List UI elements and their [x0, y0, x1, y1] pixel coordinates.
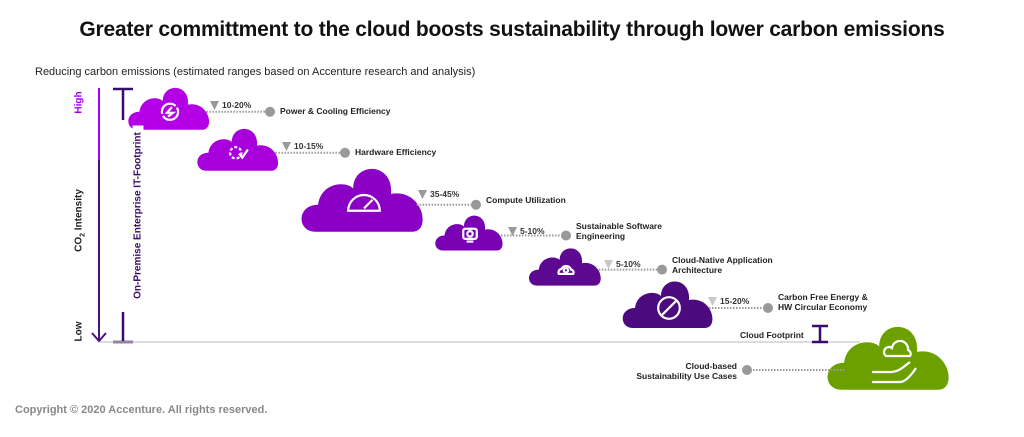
step-label-line: Carbon Free Energy &: [778, 292, 868, 302]
step-4: [435, 215, 571, 251]
footprint-bracket: [113, 87, 133, 344]
step-label-line: Hardware Efficiency: [355, 147, 437, 157]
decrease-triangle-icon: [210, 101, 219, 110]
co2-sub: 2: [79, 233, 87, 237]
decrease-triangle-icon: [418, 190, 427, 199]
step-label-line: Power & Cooling Efficiency: [280, 106, 391, 116]
monitor-gear-icon: [462, 227, 478, 243]
step-label-line: Cloud-Native Application: [672, 255, 773, 265]
step-5: [528, 248, 667, 286]
axis-low-label: Low: [73, 321, 85, 342]
decrease-triangle-icon: [508, 227, 517, 236]
step-percent: 35-45%: [430, 189, 460, 199]
step-label-line: HW Circular Economy: [778, 302, 868, 312]
subtitle: Reducing carbon emissions (estimated ran…: [35, 66, 476, 78]
step-percent: 10-15%: [294, 141, 324, 151]
co2-prefix: CO: [73, 236, 85, 252]
step-percent: 5-10%: [520, 226, 545, 236]
step-percent: 15-20%: [720, 296, 750, 306]
step-label: Hardware Efficiency: [355, 147, 436, 157]
cloud-footprint-bracket: [812, 324, 828, 344]
cloud-icon: [435, 215, 503, 251]
no-entry-icon: [657, 296, 681, 320]
connector-dot: [561, 230, 571, 241]
cloud-gear-icon: [557, 264, 575, 276]
connector-dot: [471, 199, 481, 210]
step-3: [301, 168, 481, 232]
cloud-icon: [827, 326, 949, 390]
step-label-line: Sustainable Software: [576, 221, 662, 231]
step-1: [128, 87, 275, 130]
co2-suffix: Intensity: [73, 189, 85, 233]
decrease-triangle-icon: [604, 260, 613, 269]
use-cases-label: Cloud-based Sustainability Use Cases: [600, 361, 737, 381]
gear-check-icon: [228, 146, 249, 160]
page-title: Greater committment to the cloud boosts …: [79, 18, 945, 41]
step-label-line: Compute Utilization: [486, 195, 566, 205]
copyright: Copyright © 2020 Accenture. All rights r…: [15, 404, 268, 416]
step-label: Sustainable Software Engineering: [576, 221, 662, 241]
cloud-footprint-label: Cloud Footprint: [740, 330, 804, 340]
step-percent: 10-20%: [222, 100, 252, 110]
step-label: Compute Utilization: [486, 195, 566, 205]
cloud-icon: [301, 168, 423, 232]
decrease-triangle-icon: [282, 142, 291, 151]
connector-dot: [763, 303, 773, 313]
step-label: Power & Cooling Efficiency: [280, 106, 391, 116]
step-6: [622, 281, 773, 328]
step-label: Carbon Free Energy & HW Circular Economy: [778, 292, 868, 312]
step-label: Cloud-Native Application Architecture: [672, 255, 773, 275]
footprint-label: On-Premise Enterprise IT-Footprint: [132, 125, 144, 306]
use-cases-line-2: Sustainability Use Cases: [636, 371, 737, 381]
cloud-icon: [622, 281, 713, 328]
connector-dot: [657, 264, 667, 275]
connector-dot: [742, 365, 752, 375]
use-cases-line-1: Cloud-based: [685, 361, 737, 371]
axis-high-label: High: [73, 91, 85, 114]
step-label-line: Architecture: [672, 265, 723, 275]
gauge-icon: [347, 193, 381, 212]
step-percent: 5-10%: [616, 259, 641, 269]
cloud-icon: [128, 87, 210, 130]
step-label-line: Engineering: [576, 231, 626, 241]
connector-dot: [340, 147, 350, 158]
cloud-icon: [197, 128, 279, 171]
arrowhead-icon: [91, 332, 107, 343]
use-cases-cloud: [742, 326, 949, 390]
power-icon: [160, 102, 180, 122]
step-2: [197, 128, 350, 171]
co2-intensity-label: CO2 Intensity: [74, 171, 87, 271]
connector-dot: [265, 106, 275, 117]
hand-plant-cloud-icon: [872, 339, 917, 384]
decrease-triangle-icon: [708, 297, 717, 306]
